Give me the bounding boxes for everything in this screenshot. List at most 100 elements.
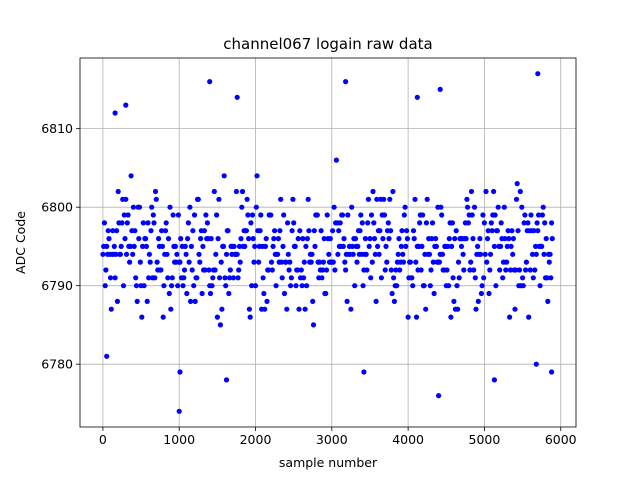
data-point: [213, 251, 219, 257]
data-point: [225, 228, 231, 234]
data-point: [223, 283, 229, 289]
data-point: [110, 228, 116, 234]
data-point: [285, 251, 291, 257]
data-point: [532, 267, 538, 273]
y-axis-label: ADC Code: [13, 211, 28, 274]
data-point: [484, 259, 490, 265]
data-point: [489, 228, 495, 234]
data-point: [239, 188, 246, 195]
data-point: [412, 196, 418, 202]
data-point: [304, 283, 310, 289]
data-point: [196, 251, 202, 257]
data-point: [381, 196, 387, 202]
data-point: [480, 212, 486, 218]
data-point: [439, 251, 446, 257]
data-point: [423, 220, 429, 226]
data-point: [253, 204, 259, 210]
data-point: [482, 251, 488, 257]
data-point: [358, 212, 364, 218]
data-point: [373, 298, 379, 304]
data-point: [181, 267, 188, 273]
data-point: [498, 220, 504, 226]
data-point: [208, 236, 214, 242]
data-point: [309, 251, 315, 257]
data-point: [227, 275, 233, 281]
data-point: [226, 290, 232, 297]
data-point: [247, 314, 253, 320]
data-point: [429, 220, 436, 226]
data-point: [430, 259, 436, 265]
data-point: [451, 298, 457, 304]
data-point: [488, 220, 494, 226]
data-point: [130, 251, 136, 257]
data-point: [143, 243, 149, 249]
data-point: [143, 236, 149, 242]
data-point: [268, 259, 275, 265]
data-point: [231, 243, 237, 249]
data-point: [250, 236, 256, 242]
data-point: [536, 212, 542, 218]
data-point: [497, 267, 503, 273]
data-point: [271, 236, 277, 242]
data-point: [104, 243, 110, 249]
data-point: [323, 290, 329, 297]
data-point: [218, 259, 224, 265]
data-point: [471, 267, 477, 273]
data-point: [170, 212, 176, 218]
data-point: [428, 267, 434, 273]
data-point: [382, 267, 388, 273]
data-point: [310, 322, 317, 328]
data-point: [381, 212, 388, 218]
data-point: [460, 251, 466, 257]
data-point: [118, 243, 124, 249]
data-point: [413, 259, 419, 265]
data-point: [133, 275, 139, 281]
data-point: [180, 283, 186, 289]
data-point: [115, 188, 121, 195]
data-point: [520, 275, 526, 281]
data-point: [393, 267, 399, 273]
data-point: [360, 283, 366, 289]
data-point: [352, 236, 359, 242]
data-point: [492, 212, 498, 218]
data-point: [263, 236, 269, 242]
data-point: [191, 212, 198, 218]
data-point: [136, 204, 143, 210]
data-point: [227, 267, 233, 273]
x-tick-label: 0: [99, 432, 107, 447]
data-point: [543, 236, 549, 242]
data-point: [537, 283, 543, 289]
data-point: [407, 259, 413, 265]
data-point: [479, 283, 485, 289]
data-point: [517, 188, 523, 195]
data-point: [403, 243, 409, 249]
data-point: [521, 220, 527, 226]
data-point: [398, 243, 404, 249]
data-point: [239, 204, 245, 210]
data-point: [481, 220, 487, 226]
data-point: [123, 102, 129, 108]
data-point: [214, 314, 220, 320]
data-point: [283, 259, 289, 265]
data-point: [210, 275, 216, 281]
data-point: [323, 267, 330, 273]
y-axis-ticks: 6780 6790 6800 6810: [41, 121, 80, 372]
data-point: [290, 196, 296, 202]
data-point: [134, 298, 140, 304]
data-point: [194, 275, 200, 281]
data-point: [149, 204, 155, 210]
data-point: [523, 259, 530, 265]
data-point: [404, 228, 410, 234]
data-point: [285, 220, 291, 226]
data-point: [436, 393, 442, 399]
data-point: [257, 228, 263, 234]
data-point: [177, 369, 183, 375]
data-point: [391, 275, 397, 281]
data-point: [545, 298, 551, 304]
data-point: [197, 259, 203, 265]
data-point: [201, 228, 207, 234]
data-point: [394, 283, 400, 289]
data-point: [446, 283, 452, 289]
data-point: [209, 283, 215, 289]
data-point: [371, 236, 378, 242]
